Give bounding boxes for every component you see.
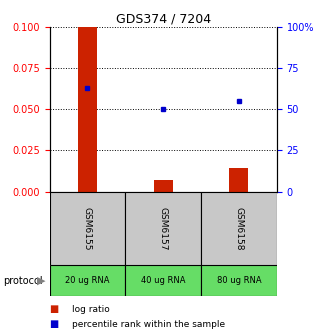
Title: GDS374 / 7204: GDS374 / 7204 (116, 13, 211, 26)
Text: ■: ■ (50, 304, 59, 314)
Text: protocol: protocol (3, 276, 43, 286)
Text: log ratio: log ratio (72, 305, 110, 313)
Bar (201, 265, 277, 296)
Text: 80 ug RNA: 80 ug RNA (217, 276, 261, 285)
Text: ■: ■ (50, 319, 59, 329)
Bar (229, 168, 248, 192)
Bar (50, 265, 125, 296)
Bar (125, 265, 201, 296)
Text: 40 ug RNA: 40 ug RNA (141, 276, 186, 285)
Bar (154, 180, 173, 192)
Bar (78, 27, 97, 192)
Text: percentile rank within the sample: percentile rank within the sample (72, 320, 225, 329)
Bar (125, 192, 201, 265)
Text: GSM6158: GSM6158 (235, 207, 244, 250)
Text: ▶: ▶ (37, 276, 45, 286)
Bar (201, 192, 277, 265)
Text: 20 ug RNA: 20 ug RNA (65, 276, 110, 285)
Text: GSM6157: GSM6157 (159, 207, 168, 250)
Text: GSM6155: GSM6155 (83, 207, 92, 250)
Bar (50, 192, 125, 265)
